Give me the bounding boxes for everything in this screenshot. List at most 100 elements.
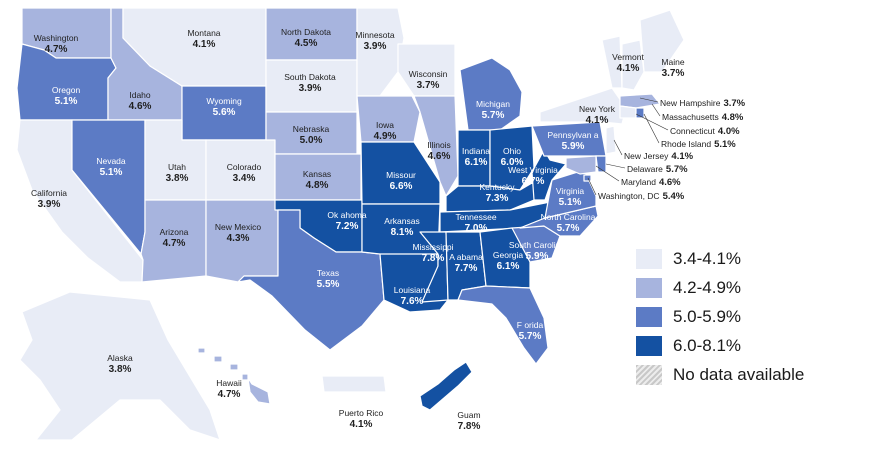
label-indiana-name: Indiana [462,146,490,156]
label-rhode-island: Rhode Island 5.1% [661,139,736,150]
label-florida-value: 5.7% [518,331,542,342]
label-hawaii-value: 4.7% [217,389,241,400]
label-guam: Guam 7.8% [457,410,480,432]
label-new-hampshire-name: New Hampshire [660,98,721,108]
label-south-carolina-value: 5.9% [525,251,549,262]
label-wyoming: Wyoming 5.6% [206,96,241,118]
region-texas [237,209,385,351]
label-connecticut-value: 4.0% [717,126,740,137]
label-new-york: New York 4.1% [579,104,615,126]
label-wisconsin: Wisconsin 3.7% [409,69,448,91]
label-nebraska: Nebraska 5.0% [293,124,329,146]
label-wisconsin-name: Wisconsin [408,69,448,79]
label-florida: F orida 5.7% [517,320,543,342]
label-alaska: Alaska 3.8% [107,353,133,375]
region-ohio [489,125,535,191]
label-illinois-name: Illinois [427,140,451,150]
label-florida-name: F orida [516,320,544,330]
label-connecticut: Connecticut 4.0% [670,126,740,137]
label-nebraska-name: Nebraska [292,124,330,134]
label-colorado: Colorado 3.4% [227,162,262,184]
label-montana: Montana 4.1% [187,28,220,50]
label-iowa-name: Iowa [376,120,394,130]
label-new-hampshire-value: 3.7% [723,98,746,109]
label-alaska-name: Alaska [107,353,133,363]
region-hawaii-island-2 [229,363,239,371]
label-michigan-value: 5.7% [481,110,505,121]
label-alaska-value: 3.8% [108,364,132,375]
label-maryland-name: Maryland [621,177,656,187]
label-mississippi-value: 7.8% [421,253,445,264]
region-hawaii-island-1 [213,355,223,363]
label-idaho-value: 4.6% [128,101,152,112]
legend: 3.4-4.1% 4.2-4.9% 5.0-5.9% 6.0-8.1% No d… [636,244,804,389]
label-ohio-name: Ohio [503,146,521,156]
label-washington-dc-name: Washington, DC [598,191,660,201]
region-hawaii-island-0 [197,347,206,354]
region-florida [457,285,549,365]
label-nevada-name: Nevada [96,156,126,166]
label-washington: Washington 4.7% [34,33,79,55]
legend-swatch-3 [636,335,662,356]
label-virginia-value: 5.1% [558,197,582,208]
region-virginia [544,169,597,219]
label-tennessee-name: Tennessee [455,212,497,222]
legend-label-3: 6.0-8.1% [673,335,742,355]
label-kentucky: Kentucky 7.3% [480,182,515,204]
legend-swatch-4 [636,364,662,385]
label-illinois: Illinois 4.6% [427,140,451,162]
label-georgia-name: Georgia [492,250,524,260]
label-north-carolina-value: 5.7% [556,223,580,234]
leader-line-7 [587,177,597,196]
label-massachusetts-value: 4.8% [721,112,744,123]
region-missouri [360,141,441,205]
label-new-mexico-name: New Mexico [214,222,262,232]
label-maryland: Maryland 4.6% [621,177,681,188]
label-maine-name: Maine [661,57,685,67]
label-california-name: California [31,188,67,198]
label-puerto-rico: Puerto Rico 4.1% [339,408,383,430]
label-south-dakota: South Dakota 3.9% [284,72,336,94]
label-arkansas-name: Arkansas [384,216,420,226]
region-massachusetts [619,93,661,109]
region-guam [419,361,473,411]
label-montana-value: 4.1% [192,39,216,50]
region-connecticut [619,105,637,119]
label-texas-value: 5.5% [316,279,340,290]
label-west-virginia-name: West Virginia [508,165,558,175]
label-missouri: Missour 6.6% [386,170,416,192]
label-puerto-rico-name: Puerto Rico [338,408,384,418]
label-oklahoma: Ok ahoma 7.2% [327,210,366,232]
legend-label-2: 5.0-5.9% [673,306,742,326]
label-west-virginia-value: 6.7% [521,176,545,187]
label-alabama-value: 7.7% [454,263,478,274]
label-arizona: Arizona 4.7% [160,227,189,249]
label-north-dakota-name: North Dakota [280,27,332,37]
label-mississippi-name: Mississippi [412,242,454,252]
legend-item-0: 3.4-4.1% [636,244,804,273]
legend-swatch-1 [636,277,662,298]
label-delaware-name: Delaware [627,164,663,174]
label-nevada: Nevada 5.1% [96,156,125,178]
leader-line-4 [613,139,623,156]
leader-line-3 [643,113,660,144]
label-massachusetts-name: Massachusetts [662,112,719,122]
label-minnesota-name: Minnesota [355,30,395,40]
label-kansas-value: 4.8% [305,180,329,191]
label-new-york-value: 4.1% [585,115,609,126]
label-north-carolina: North Carolina 5.7% [541,212,596,234]
label-virginia-name: Virginia [555,186,585,196]
label-hawaii-name: Hawaii [216,378,242,388]
label-mississippi: Mississippi 7.8% [412,242,453,264]
label-montana-name: Montana [187,28,221,38]
region-washington-dc [583,174,592,182]
label-kentucky-value: 7.3% [485,193,509,204]
label-alabama: A abama 7.7% [449,252,483,274]
label-washington-dc: Washington, DC 5.4% [598,191,684,202]
region-hawaii-island-3 [241,373,249,381]
label-delaware-value: 5.7% [665,164,688,175]
label-arizona-value: 4.7% [162,238,186,249]
label-texas-name: Texas [316,268,340,278]
